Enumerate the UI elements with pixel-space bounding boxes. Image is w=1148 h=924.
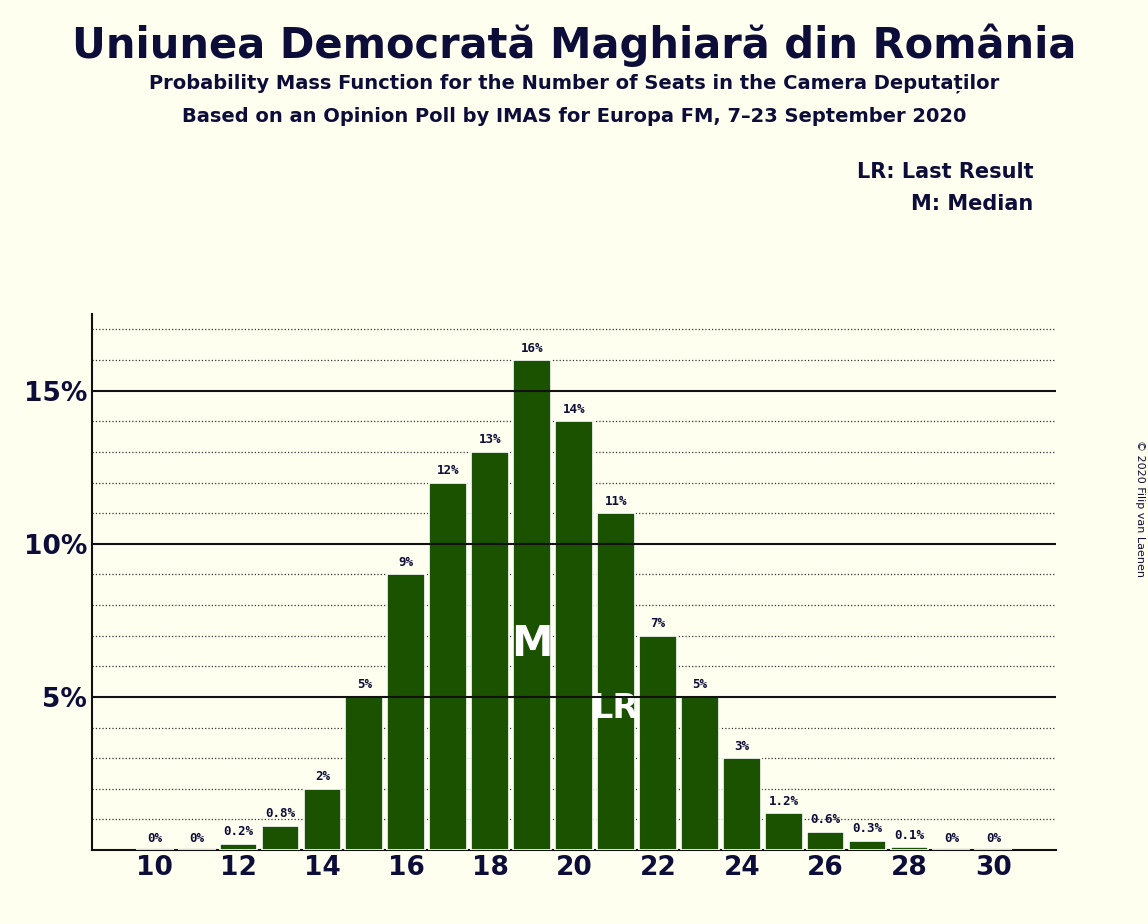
Bar — [891, 847, 929, 850]
Text: 1.2%: 1.2% — [769, 795, 799, 808]
Bar — [303, 789, 341, 850]
Text: 0.6%: 0.6% — [810, 813, 840, 826]
Text: 0.2%: 0.2% — [224, 825, 254, 838]
Bar — [556, 421, 592, 850]
Text: M: Median: M: Median — [912, 194, 1033, 214]
Text: Uniunea Democrată Maghiară din România: Uniunea Democrată Maghiară din România — [72, 23, 1076, 67]
Bar — [723, 759, 761, 850]
Bar — [513, 360, 551, 850]
Bar — [346, 697, 383, 850]
Text: 0.8%: 0.8% — [265, 807, 295, 821]
Text: 9%: 9% — [398, 556, 413, 569]
Bar — [429, 482, 467, 850]
Text: 16%: 16% — [521, 342, 543, 355]
Text: Probability Mass Function for the Number of Seats in the Camera Deputaților: Probability Mass Function for the Number… — [149, 74, 999, 93]
Bar — [681, 697, 719, 850]
Text: 12%: 12% — [437, 464, 459, 477]
Text: 11%: 11% — [605, 494, 627, 507]
Text: 0.1%: 0.1% — [894, 829, 924, 842]
Text: 5%: 5% — [692, 678, 707, 691]
Text: 7%: 7% — [651, 617, 666, 630]
Text: 0%: 0% — [986, 832, 1001, 845]
Text: 13%: 13% — [479, 433, 502, 446]
Text: 2%: 2% — [315, 771, 329, 784]
Text: 0%: 0% — [944, 832, 959, 845]
Bar — [387, 575, 425, 850]
Bar — [597, 513, 635, 850]
Bar — [472, 452, 509, 850]
Text: 14%: 14% — [563, 403, 585, 416]
Text: 5%: 5% — [357, 678, 372, 691]
Text: LR: Last Result: LR: Last Result — [856, 162, 1033, 182]
Text: 3%: 3% — [735, 740, 750, 753]
Text: M: M — [511, 624, 553, 665]
Bar — [219, 844, 257, 850]
Bar — [807, 832, 845, 850]
Bar — [262, 825, 300, 850]
Text: 0%: 0% — [189, 832, 204, 845]
Text: LR: LR — [592, 692, 639, 725]
Bar — [848, 841, 886, 850]
Bar — [639, 636, 676, 850]
Text: © 2020 Filip van Laenen: © 2020 Filip van Laenen — [1135, 440, 1145, 577]
Bar — [765, 813, 802, 850]
Text: Based on an Opinion Poll by IMAS for Europa FM, 7–23 September 2020: Based on an Opinion Poll by IMAS for Eur… — [181, 107, 967, 127]
Text: 0%: 0% — [147, 832, 162, 845]
Text: 0.3%: 0.3% — [853, 822, 883, 835]
